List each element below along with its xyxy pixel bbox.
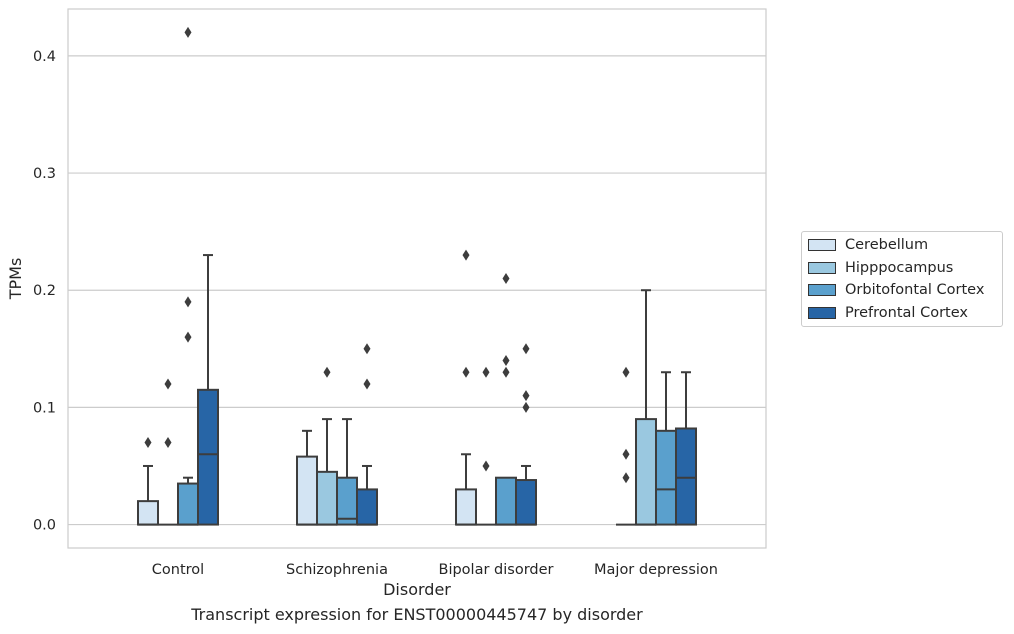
outlier-point: [502, 273, 510, 284]
x-tick-label: Bipolar disorder: [439, 562, 554, 578]
outlier-point: [482, 366, 490, 378]
box-prefrontal-cortex: [197, 254, 219, 526]
legend-item: Orbitofontal Cortex: [808, 280, 984, 300]
box-iqr: [495, 476, 517, 526]
outlier-point: [363, 343, 371, 355]
box-iqr: [455, 488, 477, 526]
legend-label: Cerebellum: [845, 237, 929, 253]
outlier-point: [164, 437, 172, 449]
y-axis-ticks: 0.0 0.1 0.2 0.3 0.4: [33, 49, 56, 534]
legend-swatch: [808, 306, 836, 319]
box-iqr: [137, 500, 159, 526]
x-tick-label: Schizophrenia: [286, 562, 388, 578]
y-tick-label: 0.3: [33, 166, 56, 182]
box-iqr: [635, 418, 657, 526]
box-prefrontal-cortex: [515, 343, 537, 526]
outlier-point: [502, 366, 510, 378]
box-iqr: [655, 429, 677, 526]
legend-swatch: [808, 261, 836, 274]
outlier-point: [164, 378, 172, 390]
x-axis-ticks: Control Schizophrenia Bipolar disorder Majo…: [152, 562, 718, 578]
figure-caption: Transcript expression for ENST0000044574…: [191, 605, 643, 624]
box-iqr: [177, 482, 199, 526]
outlier-point: [184, 296, 192, 308]
box-iqr: [197, 388, 219, 526]
box-iqr: [675, 427, 697, 526]
y-tick-label: 0.1: [33, 400, 56, 416]
box-cerebellum: [137, 437, 159, 526]
outlier-point: [622, 472, 630, 484]
outlier-point: [522, 390, 530, 402]
box-hipppocampus: [476, 366, 496, 526]
x-tick-label: Major depression: [594, 562, 718, 578]
box-orbitofontal-cortex: [177, 26, 199, 526]
box-orbitofontal-cortex: [655, 371, 677, 526]
legend-swatch: [808, 284, 836, 296]
outlier-point: [482, 460, 490, 472]
box-hipppocampus: [158, 378, 178, 526]
outlier-point: [522, 401, 530, 413]
outlier-point: [622, 366, 630, 378]
chart-legend: Cerebellum Hipppocampus Orbitofontal Corte…: [801, 231, 1003, 327]
outlier-point: [522, 343, 530, 355]
legend-label: Prefrontal Cortex: [845, 304, 968, 321]
y-tick-label: 0.2: [33, 283, 56, 299]
box-prefrontal-cortex: [675, 371, 697, 526]
legend-swatch: [808, 239, 836, 251]
box-iqr: [356, 488, 378, 526]
x-axis-label: Disorder: [383, 580, 451, 599]
x-tick-label: Control: [152, 562, 204, 578]
y-tick-label: 0.4: [33, 49, 56, 65]
box-iqr: [336, 476, 358, 526]
box-iqr: [316, 470, 338, 526]
legend-item: Hipppocampus: [808, 258, 953, 278]
outlier-point: [184, 331, 192, 343]
outlier-point: [144, 437, 152, 449]
y-axis-label: TPMs: [6, 258, 25, 301]
box-cerebellum: [296, 429, 318, 526]
legend-item: Prefrontal Cortex: [808, 303, 968, 323]
box-groups: [137, 26, 697, 526]
outlier-point: [462, 249, 470, 261]
outlier-point: [323, 366, 331, 378]
box-iqr: [515, 479, 537, 526]
box-orbitofontal-cortex: [336, 418, 358, 526]
plot-area-frame: [67, 8, 767, 549]
legend-item: Cerebellum: [808, 235, 928, 255]
outlier-point: [363, 378, 371, 390]
legend-label: Orbitofontal Cortex: [845, 282, 985, 298]
box-iqr: [296, 455, 318, 526]
box-cerebellum: [455, 249, 477, 526]
legend-label: Hipppocampus: [845, 259, 954, 276]
y-tick-label: 0.0: [33, 518, 56, 534]
box-prefrontal-cortex: [356, 343, 378, 526]
box-orbitofontal-cortex: [495, 273, 517, 526]
box-hipppocampus: [635, 289, 657, 526]
outlier-point: [462, 366, 470, 378]
box-hipppocampus: [316, 366, 338, 526]
outlier-point: [502, 355, 510, 367]
box-cerebellum: [616, 366, 636, 526]
outlier-point: [622, 448, 630, 460]
outlier-point: [184, 26, 192, 38]
